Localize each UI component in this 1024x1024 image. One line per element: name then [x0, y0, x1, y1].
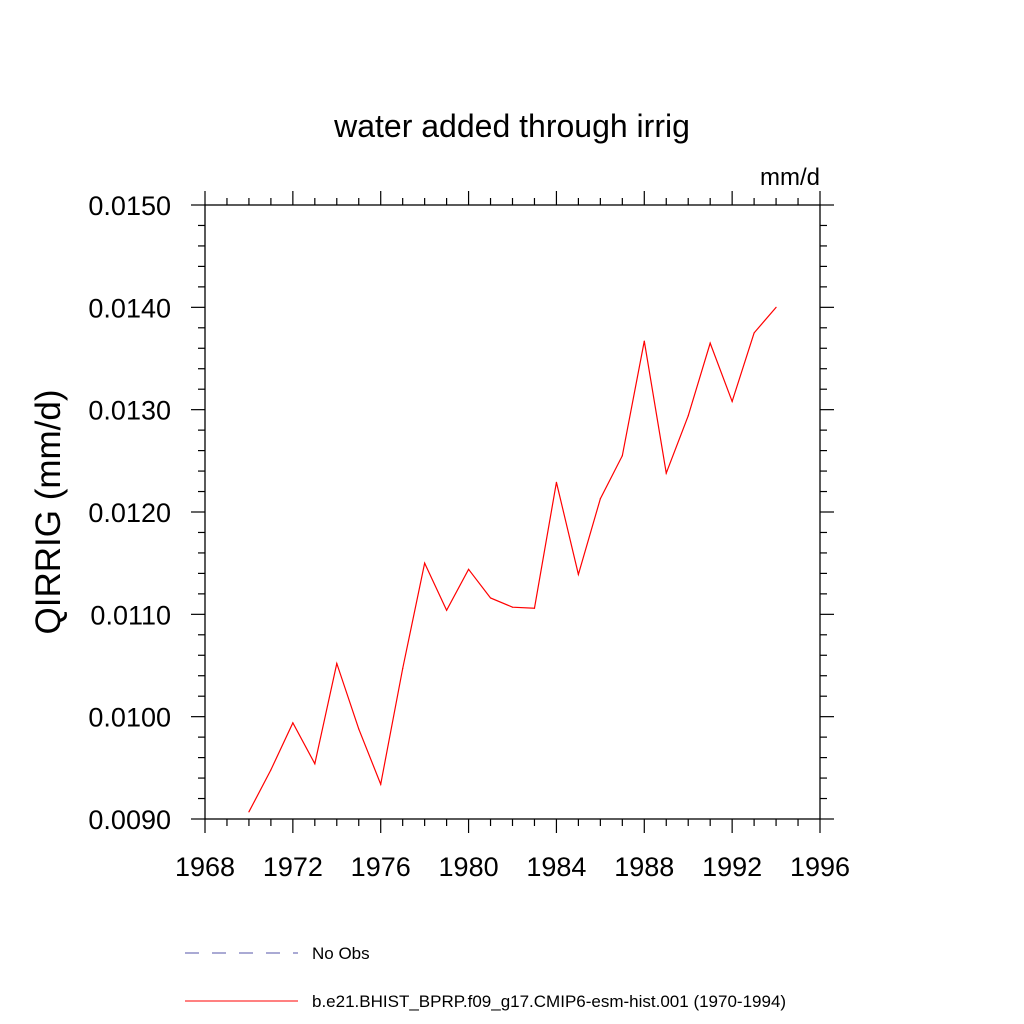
- chart-title: water added through irrig: [333, 108, 690, 144]
- data-point: [270, 769, 272, 771]
- axis-ticks: [191, 191, 834, 833]
- x-tick-labels: 1968 1972 1976 1980 1984 1988 1992 1996: [175, 852, 850, 882]
- data-point: [402, 667, 404, 670]
- data-point: [446, 609, 448, 611]
- series-lines: [248, 306, 777, 813]
- data-point: [314, 763, 316, 765]
- data-point: [358, 728, 360, 730]
- data-point: [336, 662, 338, 665]
- y-tick-label: 0.0130: [88, 396, 171, 426]
- data-point: [687, 415, 689, 417]
- data-point: [248, 811, 250, 813]
- data-point: [577, 573, 579, 576]
- y-tick-label: 0.0100: [88, 703, 171, 733]
- y-tick-label: 0.0120: [88, 498, 171, 528]
- data-point: [292, 722, 294, 724]
- x-tick-label: 1972: [263, 852, 323, 882]
- data-point: [424, 562, 426, 564]
- x-tick-label: 1984: [526, 852, 586, 882]
- y-tick-label: 0.0150: [88, 191, 171, 221]
- data-point: [380, 783, 382, 785]
- data-point: [467, 568, 470, 570]
- x-tick-label: 1976: [351, 852, 411, 882]
- data-point: [643, 340, 645, 342]
- x-tick-label: 1988: [614, 852, 674, 882]
- data-point: [599, 498, 601, 500]
- data-point: [533, 607, 536, 609]
- legend-label: No Obs: [312, 944, 370, 963]
- x-tick-label: 1968: [175, 852, 235, 882]
- data-point: [775, 306, 777, 308]
- units-label: mm/d: [760, 164, 820, 191]
- y-tick-label: 0.0090: [88, 805, 171, 835]
- x-tick-label: 1996: [790, 852, 850, 882]
- data-point: [753, 332, 755, 334]
- data-point: [665, 472, 667, 474]
- legend-label: b.e21.BHIST_BPRP.f09_g17.CMIP6-esm-hist.…: [312, 992, 786, 1011]
- x-tick-label: 1980: [439, 852, 499, 882]
- data-point: [511, 606, 514, 608]
- y-tick-labels: 0.0090 0.0100 0.0110 0.0120 0.0130 0.0140 0.01…: [88, 191, 171, 835]
- y-tick-label: 0.0110: [90, 600, 171, 630]
- x-tick-label: 1992: [702, 852, 762, 882]
- legend: No Obs b.e21.BHIST_BPRP.f09_g17.CMIP6-esm…: [185, 944, 786, 1011]
- data-point: [555, 481, 558, 483]
- y-axis-label: QIRRIG (mm/d): [29, 390, 68, 635]
- data-point: [709, 342, 711, 344]
- data-point: [489, 597, 492, 599]
- plot-frame: [204, 204, 821, 820]
- series-line: [248, 306, 777, 813]
- data-point: [621, 455, 623, 457]
- y-tick-label: 0.0140: [88, 293, 171, 323]
- data-point: [731, 400, 733, 403]
